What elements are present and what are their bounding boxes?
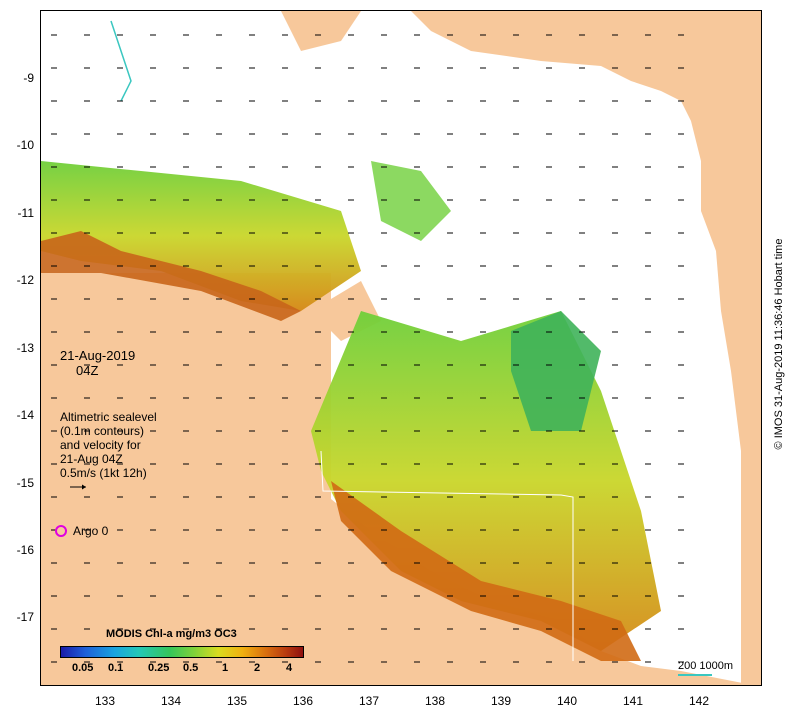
x-tick-label: 134 <box>160 694 182 708</box>
date-label: 21-Aug-2019 04Z <box>60 348 135 378</box>
colorbar-tick: 0.5 <box>183 662 199 674</box>
argo-marker-icon <box>55 525 67 537</box>
x-tick-label: 137 <box>358 694 380 708</box>
x-tick-label: 140 <box>556 694 578 708</box>
x-tick-label: 142 <box>688 694 710 708</box>
chl-south-coast <box>331 481 641 661</box>
land-cape-york <box>411 11 761 685</box>
chl-west-coast <box>41 231 301 321</box>
contour-line-north <box>110 20 132 102</box>
land-top-north <box>281 11 361 51</box>
colorbar-tick: 0.1 <box>108 662 124 674</box>
altimetric-line: 0.5m/s (1kt 12h) <box>60 466 147 480</box>
x-tick-label: 136 <box>292 694 314 708</box>
y-tick-label: -16 <box>16 543 34 557</box>
map-canvas <box>41 11 761 685</box>
colorbar-tick: 0.25 <box>148 662 170 674</box>
depth-scale-line <box>678 674 712 676</box>
y-tick-label: -15 <box>16 476 34 490</box>
colorbar-tick: 1 <box>222 662 229 674</box>
copyright-text: © IMOS 31-Aug-2019 11:36:46 Hobart time <box>773 238 785 450</box>
colorbar <box>60 646 304 658</box>
altimetric-legend: Altimetric sealevel (0.1m contours) and … <box>60 410 157 494</box>
copyright-stamp: © IMOS 31-Aug-2019 11:36:46 Hobart time <box>771 14 787 674</box>
y-tick-label: -14 <box>16 408 34 422</box>
chl-gulf-north <box>511 311 601 431</box>
y-tick-label: -9 <box>23 71 34 85</box>
altimetric-line: and velocity for <box>60 438 141 452</box>
x-tick-label: 141 <box>622 694 644 708</box>
chl-patches-center <box>371 161 451 241</box>
colorbar-tick: 2 <box>254 662 261 674</box>
x-tick-label: 135 <box>226 694 248 708</box>
colorbar-tick: 4 <box>286 662 293 674</box>
altimetric-line: Altimetric sealevel <box>60 410 157 424</box>
argo-label: Argo 0 <box>73 524 109 538</box>
colorbar-title: MODIS Chl-a mg/m3 OC3 <box>106 628 237 640</box>
map-frame <box>40 10 762 686</box>
x-tick-label: 139 <box>490 694 512 708</box>
argo-legend: Argo 0 <box>55 524 108 538</box>
altimetric-line: (0.1m contours) <box>60 424 145 438</box>
y-tick-label: -12 <box>16 273 34 287</box>
y-tick-label: -13 <box>16 341 34 355</box>
altimetric-line: 21-Aug 04Z <box>60 452 123 466</box>
x-tick-label: 133 <box>94 694 116 708</box>
time-line: 04Z <box>76 363 99 378</box>
y-tick-label: -17 <box>16 610 34 624</box>
chl-north-coast <box>41 161 361 311</box>
y-tick-label: -10 <box>16 138 34 152</box>
contour-line-gulf <box>320 450 574 661</box>
depth-scale-label: 200 1000m <box>678 660 734 672</box>
velocity-arrows <box>51 34 684 663</box>
y-tick-label: -11 <box>17 206 34 220</box>
date-line: 21-Aug-2019 <box>60 348 136 363</box>
velocity-scale-arrow <box>70 484 86 490</box>
x-tick-label: 138 <box>424 694 446 708</box>
colorbar-tick: 0.05 <box>72 662 94 674</box>
